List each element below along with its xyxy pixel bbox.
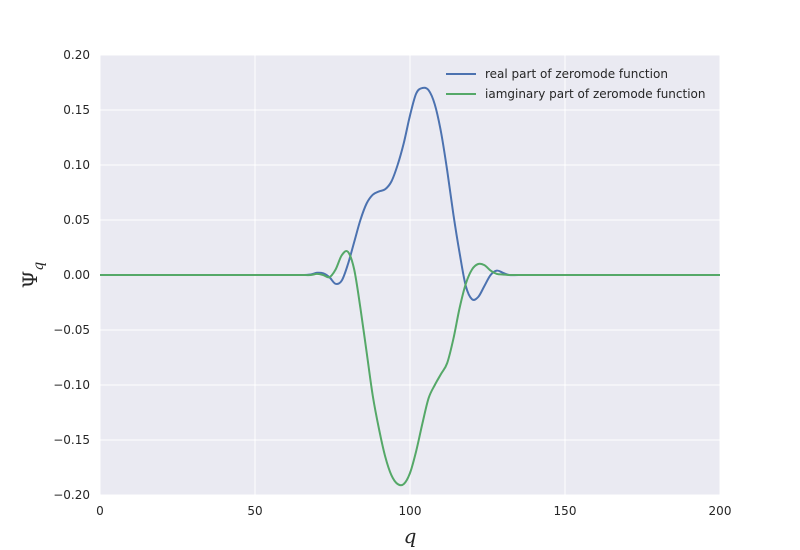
x-tick-label: 200: [709, 504, 732, 518]
y-tick-label: 0.15: [63, 103, 90, 117]
x-tick-label: 150: [554, 504, 577, 518]
x-axis-label: q: [404, 524, 417, 548]
legend-label-real: real part of zeromode function: [485, 67, 668, 81]
y-tick-label: −0.20: [53, 488, 90, 502]
y-tick-label: −0.15: [53, 433, 90, 447]
y-axis-label: Ψq: [18, 262, 47, 289]
series-lines: [99, 86, 720, 487]
y-tick-label: −0.10: [53, 378, 90, 392]
y-axis-label-main: Ψ: [18, 271, 42, 289]
x-tick-label: 0: [96, 504, 104, 518]
series-imaginary-line: [99, 250, 720, 487]
legend: real part of zeromode function iamginary…: [446, 67, 706, 101]
x-tick-label: 50: [247, 504, 262, 518]
y-tick-label: 0.00: [63, 268, 90, 282]
y-tick-label: 0.10: [63, 158, 90, 172]
y-tick-labels: 0.20 0.15 0.10 0.05 0.00 −0.05 −0.10 −0.15 −0.20: [53, 48, 90, 502]
legend-label-imaginary: iamginary part of zeromode function: [485, 87, 706, 101]
x-tick-label: 100: [399, 504, 422, 518]
y-tick-label: −0.05: [53, 323, 90, 337]
x-tick-labels: 0 50 100 150 200: [96, 504, 731, 518]
y-axis-label-sub: q: [31, 262, 47, 271]
y-tick-label: 0.05: [63, 213, 90, 227]
y-tick-label: 0.20: [63, 48, 90, 62]
